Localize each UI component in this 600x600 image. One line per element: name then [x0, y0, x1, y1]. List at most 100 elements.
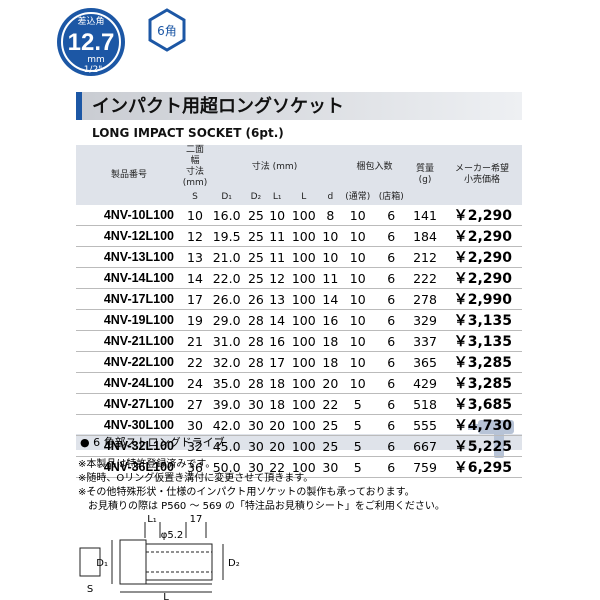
cell: 17 [266, 351, 288, 373]
head-line: 質量 [415, 164, 434, 174]
cell: 100 [287, 330, 320, 352]
product-code: 4NV-10L100 [76, 205, 182, 226]
dim-d2: D₂ [228, 558, 240, 569]
cell: 10 [341, 309, 375, 331]
cell: 5 [341, 393, 375, 415]
cell: 6 [374, 372, 408, 394]
dim-17: 17 [190, 514, 203, 525]
cell: 22 [266, 456, 288, 478]
cell: 32.0 [208, 351, 246, 373]
cell: 50.0 [208, 456, 246, 478]
cell: 21 [182, 330, 208, 352]
cell: 10 [341, 246, 375, 268]
cell: 18 [319, 351, 342, 373]
cell: 30 [245, 393, 267, 415]
cell: 555 [408, 414, 442, 436]
cell: 667 [408, 435, 442, 457]
cell: 141 [408, 205, 442, 226]
spec-table: 製品番号 二面幅 寸法 (mm) 寸法 (mm) 梱包入数 質量 (g) メーカー希望… [76, 145, 522, 478]
table-row: 4NV-14L100 14 22.0 25 12 100 11 10 6 222 ￥2,290 [76, 267, 522, 289]
cell: 212 [408, 246, 442, 268]
cell: 18 [319, 330, 342, 352]
cell: 429 [408, 372, 442, 394]
cell: 25 [245, 225, 267, 247]
badge-ring [61, 12, 121, 72]
price: ￥2,290 [442, 225, 522, 247]
head-code: 製品番号 [76, 145, 182, 205]
badge-caption: 差込角 [77, 15, 104, 27]
cell: 6 [374, 267, 408, 289]
price: ￥6,295 [442, 456, 522, 478]
cell: 100 [287, 225, 320, 247]
table-row: 4NV-21L100 21 31.0 28 16 100 18 10 6 337 ￥3,135 [76, 330, 522, 352]
head-dims: 寸法 (mm) [208, 145, 342, 189]
cell: 28 [245, 351, 267, 373]
head-line: 小売価格 [463, 175, 500, 185]
head-line: (mm) [182, 178, 208, 188]
head-mass: 質量 (g) [408, 145, 442, 205]
cell: 11 [319, 267, 342, 289]
subhead-cell: L [287, 189, 320, 205]
price: ￥2,290 [442, 205, 522, 226]
cell: 6 [374, 414, 408, 436]
table-row: 4NV-30L100 30 42.0 30 20 100 25 5 6 555 ￥4,730 [76, 414, 522, 436]
cell: 6 [374, 456, 408, 478]
table-row: 4NV-22L100 22 32.0 28 17 100 18 10 6 365 ￥3,285 [76, 351, 522, 373]
table-row: 4NV-12L100 12 19.5 25 11 100 10 10 6 184 ￥2,290 [76, 225, 522, 247]
cell: 6 [374, 288, 408, 310]
cell: 6 [374, 309, 408, 331]
subhead-cell: d [319, 189, 342, 205]
cell: 20 [266, 435, 288, 457]
cell: 12 [266, 267, 288, 289]
cell: 14 [319, 288, 342, 310]
cell: 25 [245, 246, 267, 268]
subhead-cell: (通常) [341, 189, 375, 205]
cell: 45.0 [208, 435, 246, 457]
dim-d1: D₁ [96, 558, 108, 569]
product-code: 4NV-13L100 [76, 246, 182, 268]
cell: 10 [341, 330, 375, 352]
dim-s: S [87, 584, 93, 595]
cell: 22 [319, 393, 342, 415]
table-row: 4NV-13L100 13 21.0 25 11 100 10 10 6 212 ￥2,290 [76, 246, 522, 268]
price: ￥2,990 [442, 288, 522, 310]
cell: 25 [319, 414, 342, 436]
product-code: 4NV-36L100 [76, 456, 182, 478]
cell: 222 [408, 267, 442, 289]
hex-label: 6角 [157, 24, 177, 38]
product-code: 4NV-24L100 [76, 372, 182, 394]
table-body: 4NV-10L100 10 16.0 25 10 100 8 10 6 141 ￥2,290 4NV-… [76, 205, 522, 478]
cell: 25 [245, 267, 267, 289]
product-code: 4NV-21L100 [76, 330, 182, 352]
cell: 36 [182, 456, 208, 478]
cell: 22.0 [208, 267, 246, 289]
cell: 13 [266, 288, 288, 310]
subhead-cell: D₂ [245, 189, 267, 205]
note: ※その他特殊形状・仕様のインパクト用ソケットの製作も承っております。 [78, 487, 415, 498]
cell: 10 [182, 205, 208, 226]
cell: 6 [374, 351, 408, 373]
cell: 8 [319, 205, 342, 226]
price: ￥3,135 [442, 330, 522, 352]
cell: 5 [341, 414, 375, 436]
table-row: 4NV-10L100 10 16.0 25 10 100 8 10 6 141 ￥2,290 [76, 205, 522, 226]
dim-phi: φ5.2 [161, 530, 184, 541]
socket-drawing [79, 522, 224, 593]
cell: 30 [245, 435, 267, 457]
cell: 759 [408, 456, 442, 478]
badge-size: 12.7 [68, 29, 115, 56]
cell: 26.0 [208, 288, 246, 310]
cell: 100 [287, 288, 320, 310]
table-row: 4NV-27L100 27 39.0 30 18 100 22 5 6 518 ￥3,685 [76, 393, 522, 415]
cell: 31.0 [208, 330, 246, 352]
cell: 337 [408, 330, 442, 352]
cell: 22 [182, 351, 208, 373]
dim-l1: L₁ [147, 514, 157, 525]
table-row: 4NV-17L100 17 26.0 26 13 100 14 10 6 278 ￥2,990 [76, 288, 522, 310]
cell: 11 [266, 225, 288, 247]
cell: 35.0 [208, 372, 246, 394]
product-code: 4NV-12L100 [76, 225, 182, 247]
subhead-cell: S [182, 189, 208, 205]
cell: 12 [182, 225, 208, 247]
